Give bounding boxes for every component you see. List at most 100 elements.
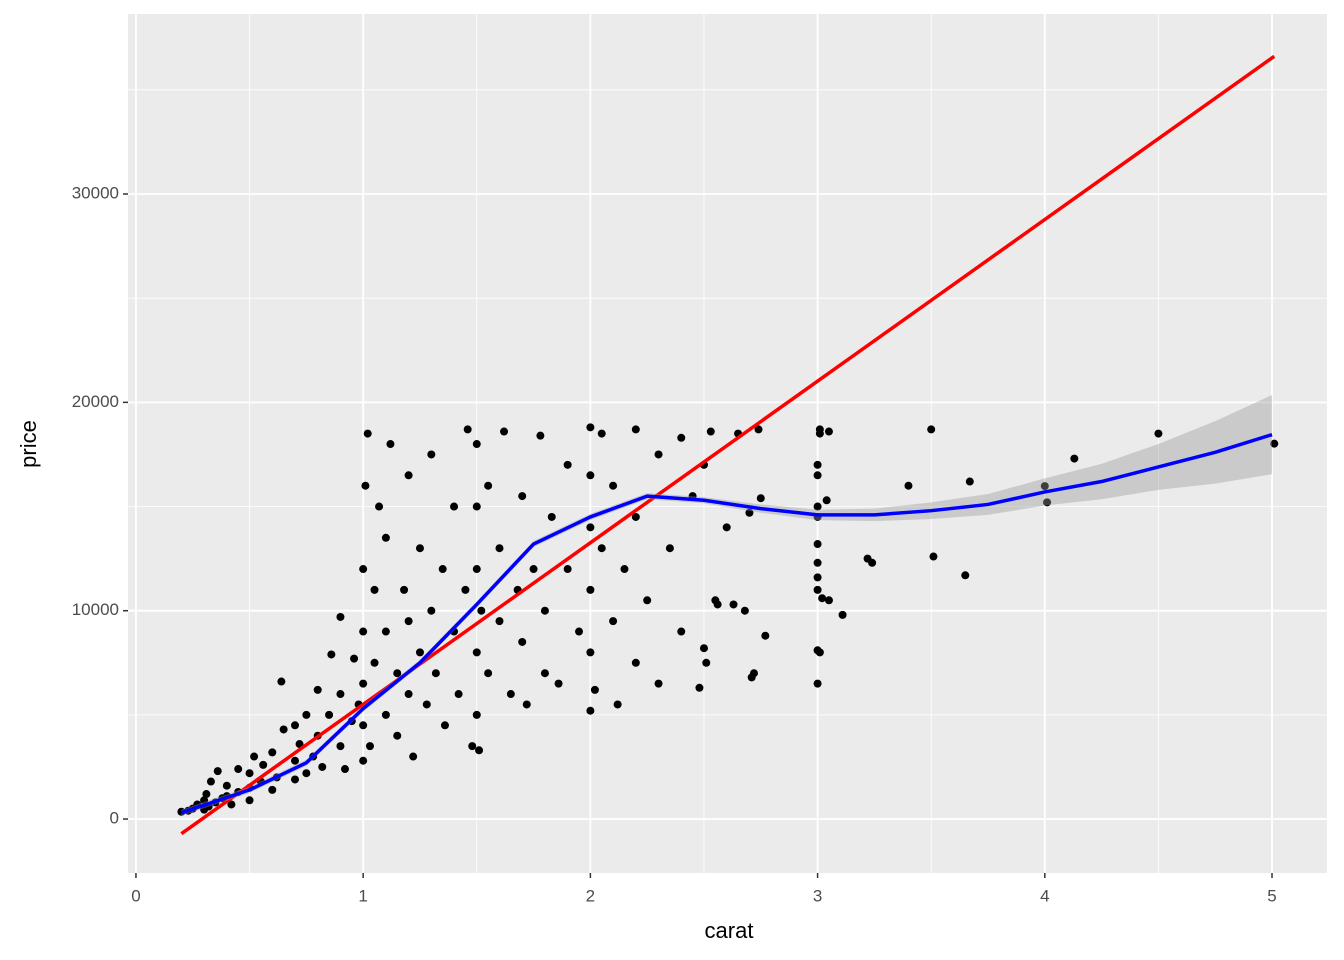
point <box>609 617 618 626</box>
point <box>222 781 231 790</box>
point <box>336 612 345 621</box>
point <box>431 669 440 678</box>
point <box>965 477 974 486</box>
point <box>1040 482 1049 491</box>
point <box>386 440 395 449</box>
point <box>643 596 652 605</box>
point <box>554 679 563 688</box>
point <box>450 502 459 511</box>
point <box>665 544 674 553</box>
point <box>427 606 436 615</box>
point <box>363 429 372 438</box>
point <box>586 706 595 715</box>
point <box>468 742 477 751</box>
point <box>754 425 763 434</box>
point <box>695 683 704 692</box>
point <box>472 648 481 657</box>
point <box>631 425 640 434</box>
point <box>415 648 424 657</box>
point <box>302 710 311 719</box>
point <box>586 423 595 432</box>
x-tick-label: 2 <box>586 886 595 905</box>
point <box>427 450 436 459</box>
y-tick-label: 30000 <box>72 183 119 202</box>
point <box>500 427 509 436</box>
point <box>713 600 722 609</box>
point <box>540 606 549 615</box>
point <box>1043 498 1052 507</box>
point <box>393 669 402 678</box>
y-axis-title: price <box>16 420 41 468</box>
point <box>824 427 833 436</box>
point <box>472 440 481 449</box>
y-tick-label: 20000 <box>72 392 119 411</box>
point <box>461 585 470 594</box>
point <box>929 552 938 561</box>
point <box>706 427 715 436</box>
point <box>291 775 300 784</box>
point <box>815 648 824 657</box>
point <box>340 765 349 774</box>
point <box>279 725 288 734</box>
point <box>438 565 447 574</box>
point <box>475 746 484 755</box>
x-tick-label: 1 <box>358 886 367 905</box>
point <box>359 721 368 730</box>
point <box>813 679 822 688</box>
point <box>813 540 822 549</box>
point <box>813 573 822 582</box>
point <box>702 658 711 667</box>
point <box>586 585 595 594</box>
point <box>350 654 359 663</box>
point <box>365 742 374 751</box>
point <box>422 700 431 709</box>
point <box>506 690 515 699</box>
point <box>620 565 629 574</box>
point <box>927 425 936 434</box>
point <box>400 585 409 594</box>
point <box>359 679 368 688</box>
point <box>677 433 686 442</box>
point <box>404 690 413 699</box>
point <box>575 627 584 636</box>
point <box>813 502 822 511</box>
point <box>463 425 472 434</box>
x-tick-label: 4 <box>1040 886 1049 905</box>
point <box>359 756 368 765</box>
point <box>336 690 345 699</box>
point <box>818 594 827 603</box>
point <box>613 700 622 709</box>
point <box>824 596 833 605</box>
point <box>440 721 449 730</box>
point <box>268 785 277 794</box>
point <box>813 585 822 594</box>
point <box>268 748 277 757</box>
point <box>699 644 708 653</box>
point <box>370 658 379 667</box>
point <box>472 565 481 574</box>
point <box>1154 429 1163 438</box>
point <box>868 558 877 567</box>
point <box>245 796 254 805</box>
point <box>536 431 545 440</box>
point <box>813 460 822 469</box>
point <box>234 765 243 774</box>
point <box>590 685 599 694</box>
point <box>813 558 822 567</box>
point <box>359 565 368 574</box>
point <box>722 523 731 532</box>
x-axis-title: carat <box>705 918 754 943</box>
point <box>904 481 913 490</box>
point <box>529 565 538 574</box>
point <box>375 502 384 511</box>
point <box>729 600 738 609</box>
point <box>472 710 481 719</box>
point <box>250 752 259 761</box>
point <box>654 679 663 688</box>
x-tick-label: 0 <box>131 886 140 905</box>
point <box>747 673 756 682</box>
point <box>586 648 595 657</box>
point <box>359 627 368 636</box>
point <box>227 800 236 809</box>
